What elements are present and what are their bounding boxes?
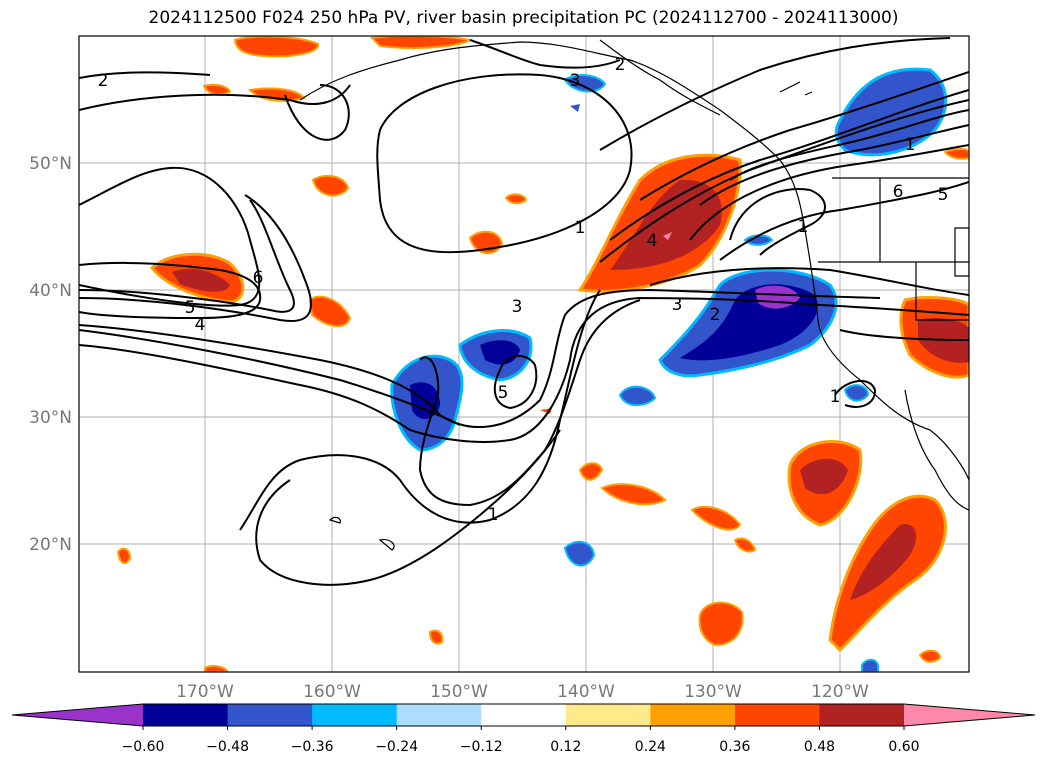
lon-label-150w: 150°W (430, 682, 488, 702)
positive-anomaly-region (663, 232, 672, 240)
contour-label: 2 (98, 71, 109, 91)
contour-label: 3 (570, 71, 581, 91)
contour-label: 1 (830, 387, 841, 407)
negative-anomaly-region (843, 384, 870, 402)
contour-label: 1 (798, 217, 809, 237)
colorbar-segment (819, 704, 905, 726)
negative-anomaly-region (834, 67, 948, 157)
positive-anomaly-region (504, 193, 528, 205)
colorbar-segment (396, 704, 482, 726)
latitude-labels: 50°N 40°N 30°N 20°N (29, 154, 72, 555)
coastlines (299, 39, 969, 551)
lon-label-130w: 130°W (684, 682, 742, 702)
colorbar-tick-label: −0.48 (206, 739, 249, 755)
contour-label: 4 (195, 315, 206, 335)
colorbar-tick-labels: −0.60 −0.48 −0.36 −0.24 −0.12 0.12 0.24 0.36 0.4… (122, 726, 920, 755)
contour-label: 1 (575, 218, 586, 238)
contour-label: 5 (938, 185, 949, 205)
longitude-labels: 170°W 160°W 150°W 140°W 130°W 120°W (176, 682, 869, 702)
colorbar-segment (227, 704, 313, 726)
positive-anomaly-region (204, 664, 230, 672)
colorbar-extend-high (904, 704, 1035, 726)
colorbar-tick-label: −0.60 (122, 739, 165, 755)
negative-anomaly-region (861, 658, 879, 672)
colorbar-segment (565, 704, 651, 726)
positive-anomaly-region (308, 295, 352, 328)
positive-anomaly-region (943, 148, 969, 160)
positive-anomaly-region (116, 547, 132, 565)
positive-anomaly-region (311, 174, 350, 197)
map-title: 2024112500 F024 250 hPa PV, river basin … (148, 8, 899, 28)
contour-label: 6 (893, 182, 904, 202)
contour-label: 3 (672, 295, 683, 315)
negative-anomaly-region (743, 234, 774, 246)
lat-label-20n: 20°N (29, 535, 72, 555)
contour-label: 6 (253, 268, 264, 288)
positive-anomaly-region (428, 629, 444, 645)
positive-anomaly-region (610, 179, 722, 270)
map-frame (78, 35, 970, 673)
contour-label: 1 (488, 505, 499, 525)
contour-label: 4 (647, 231, 658, 251)
lon-label-120w: 120°W (811, 682, 869, 702)
negative-anomaly-region (618, 385, 657, 407)
lon-label-140w: 140°W (557, 682, 615, 702)
positive-anomaly-region (600, 483, 667, 506)
colorbar-tick-label: −0.36 (291, 739, 334, 755)
contour-label: 2 (615, 55, 626, 75)
positive-anomaly-region (202, 83, 232, 96)
colorbar (11, 703, 1036, 727)
positive-anomaly-region (172, 268, 230, 292)
colorbar-segment (734, 704, 820, 726)
negative-anomaly-region (563, 540, 596, 567)
colorbar-tick-label: −0.24 (375, 739, 418, 755)
lat-label-40n: 40°N (29, 281, 72, 301)
positive-anomaly-region (578, 462, 604, 481)
colorbar-tick-label: 0.60 (888, 739, 919, 755)
colorbar-segment (143, 704, 229, 726)
positive-anomaly-region (918, 649, 942, 663)
lat-label-50n: 50°N (29, 154, 72, 174)
positive-anomaly-region (369, 36, 473, 49)
negative-anomaly-region (570, 104, 580, 112)
colorbar-tick-label: 0.48 (804, 739, 835, 755)
contour-label: 2 (710, 305, 721, 325)
positive-anomaly-region (690, 505, 742, 531)
positive-anomaly-region (800, 458, 848, 495)
positive-anomaly-region (733, 537, 757, 553)
colorbar-tick-label: −0.12 (460, 739, 503, 755)
lat-label-30n: 30°N (29, 408, 72, 428)
colorbar-tick-label: 0.36 (719, 739, 750, 755)
colorbar-segment (312, 704, 398, 726)
positive-anomaly-region (698, 601, 744, 647)
pv-contours (79, 37, 969, 586)
colorbar-extend-low (12, 704, 143, 726)
colorbar-tick-label: 0.12 (550, 739, 581, 755)
colorbar-tick-label: 0.24 (635, 739, 666, 755)
contour-label: 1 (905, 135, 916, 155)
positive-anomaly-region (850, 524, 917, 600)
lon-label-160w: 160°W (303, 682, 361, 702)
colorbar-segment (650, 704, 736, 726)
contour-label: 5 (185, 298, 196, 318)
lon-label-170w: 170°W (176, 682, 234, 702)
colorbar-segment (481, 704, 567, 726)
positive-anomaly-region (233, 36, 319, 58)
contour-label: 5 (498, 383, 509, 403)
negative-anomaly-region (563, 74, 607, 93)
contour-label: 3 (512, 297, 523, 317)
